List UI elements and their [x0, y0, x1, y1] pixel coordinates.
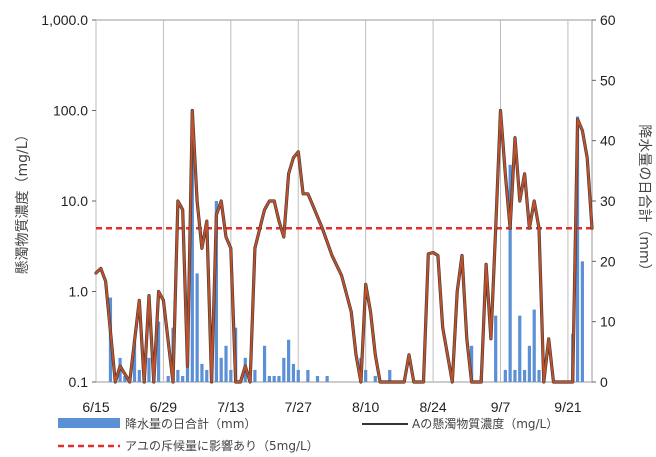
rain-bar-56: [580, 261, 584, 382]
rain-bar-52: [537, 369, 541, 382]
legend-line-label: Aの懸濁物質濃度（mg/L）: [412, 416, 558, 431]
x-tick-label-1: 6/29: [150, 399, 177, 415]
rain-bar-55: [575, 116, 580, 383]
y-right-axis-label: 降水量の日合計（mm）: [636, 124, 652, 277]
rain-bar-16: [195, 273, 199, 382]
rain-bar-22: [224, 345, 228, 382]
rain-bar-50: [527, 345, 531, 382]
rain-bar-26: [253, 369, 257, 382]
y-left-tick-label-0: 0.1: [69, 374, 89, 390]
y-right-tick-label-4: 40: [600, 133, 616, 149]
y-right-tick-label-5: 50: [600, 72, 616, 88]
y-right-tick-label-2: 20: [600, 253, 616, 269]
rain-bar-10: [166, 375, 170, 382]
rain-bar-20: [214, 201, 218, 382]
rain-bar-21: [219, 357, 223, 382]
rain-bar-35: [306, 369, 310, 382]
legend-bar-label: 降水量の日合計（mm）: [125, 416, 256, 431]
rain-bar-40: [373, 375, 377, 382]
rain-bar-42: [470, 345, 474, 382]
rain-bar-34: [296, 369, 300, 382]
axis-layer: 6/15 6/29 7/13 7/27 8/10 8/24 9/7 9/21 0.1 1.0 10.…: [41, 12, 616, 415]
rain-bar-5: [137, 369, 141, 382]
x-tick-label-2: 7/13: [217, 399, 244, 415]
rain-bar-49: [522, 369, 527, 382]
rain-bar-29: [272, 375, 276, 382]
y-left-axis-label: 懸濁物質濃度（mg/L）: [15, 127, 31, 274]
rain-bar-51: [532, 309, 536, 382]
rain-bar-23: [229, 369, 233, 382]
rain-bar-27: [262, 345, 267, 382]
y-left-tick-label-1: 1.0: [69, 284, 89, 300]
rain-bar-46: [508, 164, 512, 382]
x-tick-label-4: 8/10: [352, 399, 379, 415]
y-left-tick-label-2: 10.0: [61, 193, 88, 209]
rain-bar-31: [282, 357, 286, 382]
plot-frame: [95, 19, 593, 383]
x-tick-label-3: 7/27: [285, 399, 312, 415]
legend: 降水量の日合計（mm） Aの懸濁物質濃度（mg/L） アユの斥候量に影響あり（5…: [58, 416, 558, 453]
rain-bar-14: [185, 357, 190, 382]
x-tick-label-7: 9/21: [554, 399, 581, 415]
rain-bar-39: [364, 369, 368, 382]
x-tick-label-6: 9/7: [491, 399, 511, 415]
rain-bar-32: [287, 339, 291, 382]
y-right-tick-label-3: 30: [600, 193, 616, 209]
rain-bar-9: [157, 321, 161, 382]
x-tick-label-0: 6/15: [82, 399, 109, 415]
suspended-solids-line: [95, 109, 593, 383]
rain-bar-33: [291, 363, 296, 382]
rain-bar-13: [181, 375, 185, 382]
rain-bar-48: [518, 315, 522, 382]
y-left-tick-label-4: 1,000.0: [41, 12, 88, 28]
rain-bar-41: [388, 369, 392, 382]
y-left-tick-label-3: 100.0: [53, 103, 88, 119]
rain-bar-18: [205, 369, 209, 382]
legend-threshold-label: アユの斥候量に影響あり（5mg/L）: [125, 438, 319, 453]
y-right-tick-label-1: 10: [600, 314, 616, 330]
legend-bar-swatch: [58, 418, 120, 428]
rain-bar-15: [190, 146, 194, 382]
rain-bar-37: [325, 375, 329, 382]
rain-bar-45: [503, 369, 507, 382]
y-right-tick-label-6: 60: [600, 12, 616, 28]
y-right-tick-label-0: 0: [600, 374, 608, 390]
rain-bar-30: [277, 375, 281, 382]
rain-bar-7: [147, 357, 151, 382]
line-layer: [94, 108, 594, 384]
rain-bar-28: [267, 375, 271, 382]
x-tick-label-5: 8/24: [419, 399, 446, 415]
rain-bar-36: [315, 375, 320, 382]
grid-layer: [95, 20, 569, 382]
rain-bar-12: [176, 369, 180, 382]
rain-bar-17: [200, 363, 204, 382]
rain-bar-44: [494, 315, 498, 382]
rain-bar-3: [123, 375, 127, 382]
rain-bar-47: [513, 369, 517, 382]
rain-bar-4: [132, 339, 137, 382]
